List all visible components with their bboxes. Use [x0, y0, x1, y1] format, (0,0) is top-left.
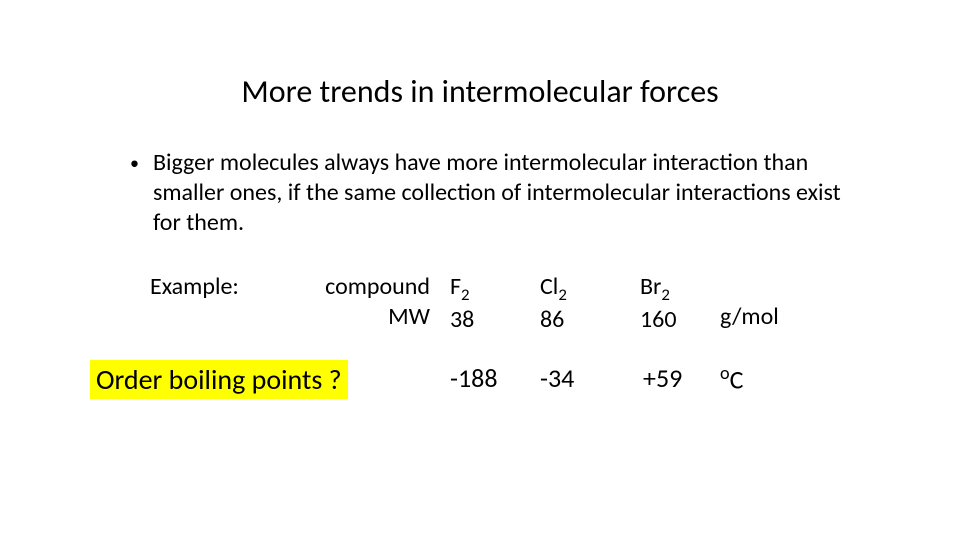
- mw-f2: 38: [450, 305, 474, 335]
- row-label-mw: MW: [300, 302, 430, 332]
- bp-cl2: -34: [540, 362, 574, 394]
- bullet-marker: •: [130, 148, 139, 238]
- bp-f2: -188: [450, 362, 498, 394]
- example-label: Example:: [150, 272, 239, 301]
- slide-title: More trends in intermolecular forces: [0, 72, 960, 111]
- mw-cl2: 86: [540, 305, 567, 335]
- row-label-compound: compound: [300, 272, 430, 302]
- bullet-text: Bigger molecules always have more interm…: [153, 148, 850, 238]
- mw-unit: g/mol: [720, 302, 779, 331]
- compound-name-f2: F2: [450, 272, 474, 305]
- highlight-question: Order boiling points ?: [90, 360, 348, 399]
- compound-name-cl2: Cl2: [540, 272, 567, 305]
- bullet-item: • Bigger molecules always have more inte…: [130, 148, 850, 238]
- compound-name-br2: Br2: [640, 272, 677, 305]
- column-f2: F2 38: [450, 272, 474, 335]
- table-row-labels: compound MW: [300, 272, 430, 332]
- mw-br2: 160: [640, 305, 677, 335]
- bp-br2: +59: [643, 362, 682, 394]
- column-cl2: Cl2 86: [540, 272, 567, 335]
- bp-unit: oC: [720, 362, 743, 396]
- column-br2: Br2 160: [640, 272, 677, 335]
